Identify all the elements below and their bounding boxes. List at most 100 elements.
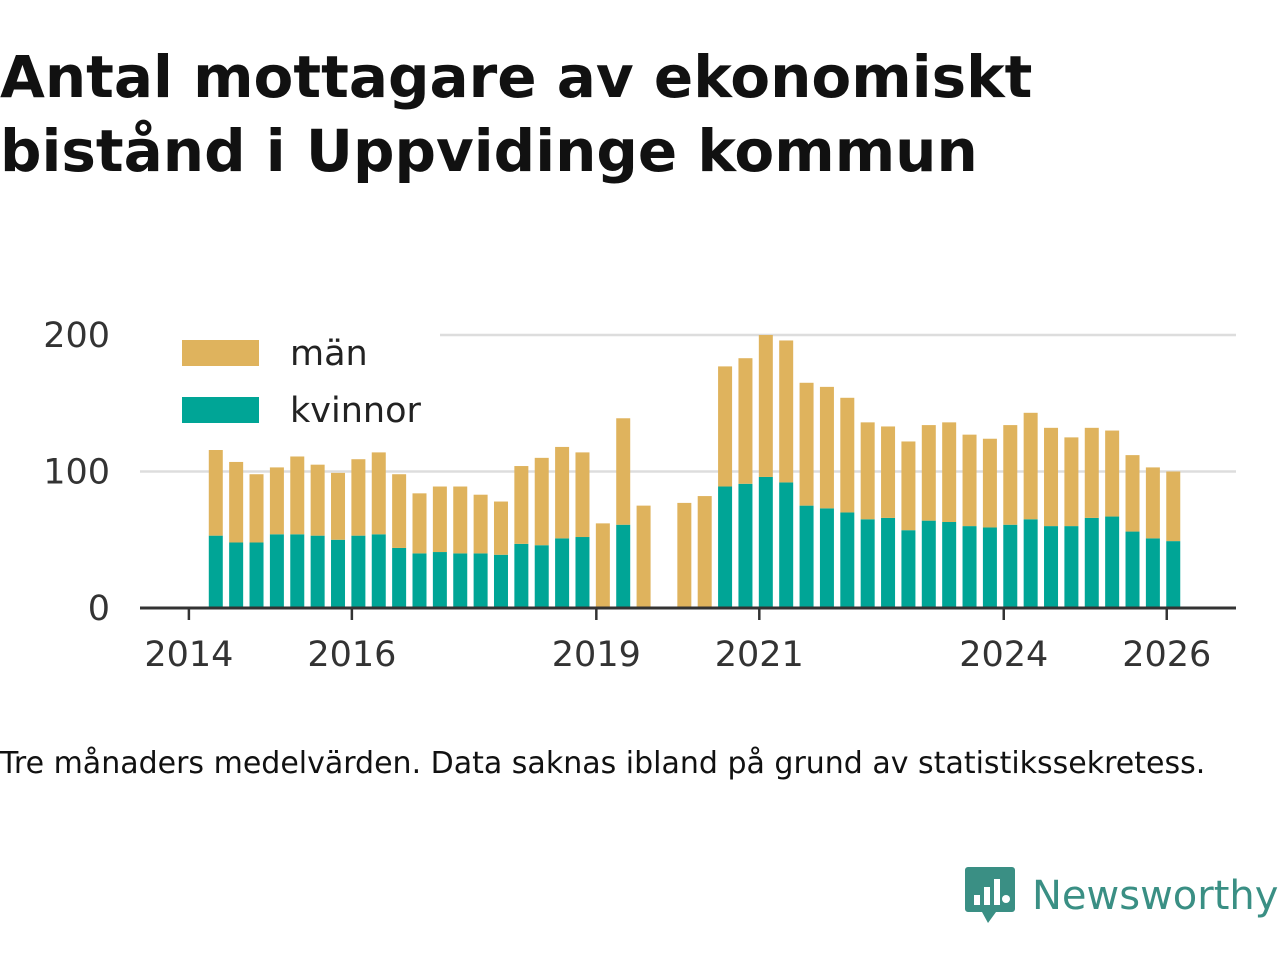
- bar-kvinnor: [799, 505, 814, 608]
- bar-kvinnor: [982, 527, 997, 608]
- bar-man: [1125, 455, 1140, 532]
- bar-man: [921, 425, 936, 521]
- newsworthy-logo-icon: [965, 867, 1015, 923]
- bar-man: [514, 466, 529, 544]
- bar-kvinnor: [555, 538, 570, 608]
- bar-man: [534, 457, 549, 546]
- bar-kvinnor: [840, 512, 855, 608]
- bar-man: [616, 418, 631, 525]
- bar-man: [351, 459, 366, 536]
- bar-kvinnor: [901, 530, 916, 608]
- bar-kvinnor: [514, 543, 529, 608]
- bar-kvinnor: [392, 547, 407, 608]
- bar-man: [290, 456, 305, 535]
- bar-man: [758, 335, 773, 477]
- bar-kvinnor: [290, 534, 305, 608]
- bar-man: [493, 501, 508, 555]
- bar-man: [1064, 437, 1079, 527]
- bar-kvinnor: [819, 508, 834, 608]
- y-tick-label-200: 200: [43, 316, 110, 356]
- x-tick-label-2016: 2016: [307, 635, 396, 675]
- x-tick-label-2019: 2019: [552, 635, 641, 675]
- legend: män kvinnor: [140, 330, 440, 450]
- bar-man: [901, 441, 916, 531]
- bar-kvinnor: [432, 552, 447, 608]
- legend-label-kvinnor: kvinnor: [290, 391, 421, 431]
- bar-man: [1044, 427, 1059, 527]
- bar-kvinnor: [1044, 526, 1059, 608]
- bar-kvinnor: [1084, 517, 1099, 608]
- bar-man: [453, 486, 468, 554]
- bar-man: [636, 505, 651, 608]
- bar-man: [982, 438, 997, 528]
- bar-kvinnor: [473, 553, 488, 608]
- bar-man: [779, 340, 794, 483]
- brand-logo: Newsworthy: [964, 865, 1278, 927]
- bar-man: [840, 397, 855, 513]
- legend-swatch-man: [182, 340, 259, 366]
- bar-man: [881, 426, 896, 518]
- bar-kvinnor: [371, 534, 386, 608]
- bar-man: [229, 461, 244, 543]
- bar-man: [738, 358, 753, 484]
- bar-kvinnor: [860, 519, 875, 608]
- bar-man: [677, 502, 692, 608]
- bar-kvinnor: [758, 476, 773, 608]
- bar-man: [432, 486, 447, 553]
- bar-kvinnor: [575, 537, 590, 608]
- bar-kvinnor: [1003, 524, 1018, 608]
- bar-chart: 0 100 200 2014 2016 2019 2021 2024 2026 män kvi…: [43, 316, 1236, 675]
- bar-man: [412, 493, 427, 554]
- bar-man: [208, 449, 223, 536]
- bar-kvinnor: [229, 542, 244, 608]
- bar-kvinnor: [1125, 531, 1140, 608]
- bar-kvinnor: [412, 553, 427, 608]
- bar-man: [1023, 412, 1038, 520]
- x-tick-label-2014: 2014: [144, 635, 233, 675]
- bar-kvinnor: [331, 539, 346, 608]
- bar-kvinnor: [616, 524, 631, 608]
- brand-name: Newsworthy: [1032, 873, 1279, 919]
- bar-kvinnor: [1023, 519, 1038, 608]
- bar-man: [595, 523, 610, 608]
- legend-label-man: män: [290, 334, 368, 374]
- bar-kvinnor: [718, 486, 733, 608]
- bar-man: [473, 494, 488, 554]
- bar-kvinnor: [738, 483, 753, 608]
- bar-kvinnor: [310, 535, 325, 608]
- x-tick-label-2021: 2021: [715, 635, 804, 675]
- bar-kvinnor: [534, 545, 549, 608]
- bar-man: [860, 422, 875, 520]
- bar-kvinnor: [453, 553, 468, 608]
- bar-kvinnor: [1166, 541, 1181, 608]
- bar-man: [819, 386, 834, 509]
- bar-man: [697, 496, 712, 608]
- bar-man: [331, 472, 346, 540]
- bar-kvinnor: [208, 535, 223, 608]
- bar-kvinnor: [962, 526, 977, 608]
- bars: [208, 335, 1181, 608]
- bar-man: [555, 446, 570, 539]
- x-axis: [140, 606, 1236, 620]
- bar-man: [1003, 425, 1018, 525]
- bar-kvinnor: [1105, 516, 1120, 608]
- bar-man: [718, 366, 733, 487]
- bar-man: [575, 452, 590, 538]
- bar-kvinnor: [351, 535, 366, 608]
- bar-man: [1166, 471, 1181, 542]
- bar-man: [310, 464, 325, 536]
- bar-kvinnor: [779, 482, 794, 608]
- bar-man: [1105, 430, 1120, 517]
- bar-kvinnor: [921, 520, 936, 608]
- bar-man: [962, 434, 977, 527]
- bar-man: [1145, 467, 1160, 539]
- chart-caption: Tre månaders medelvärden. Data saknas ib…: [0, 746, 1206, 781]
- legend-swatch-kvinnor: [182, 397, 259, 423]
- x-tick-label-2024: 2024: [959, 635, 1048, 675]
- bar-man: [1084, 427, 1099, 518]
- x-tick-labels: 2014 2016 2019 2021 2024 2026: [144, 635, 1211, 675]
- page-title: Antal mottagare av ekonomiskt bistånd i …: [0, 43, 1033, 185]
- bar-kvinnor: [249, 542, 264, 608]
- y-tick-label-0: 0: [88, 589, 110, 629]
- bar-man: [249, 474, 264, 543]
